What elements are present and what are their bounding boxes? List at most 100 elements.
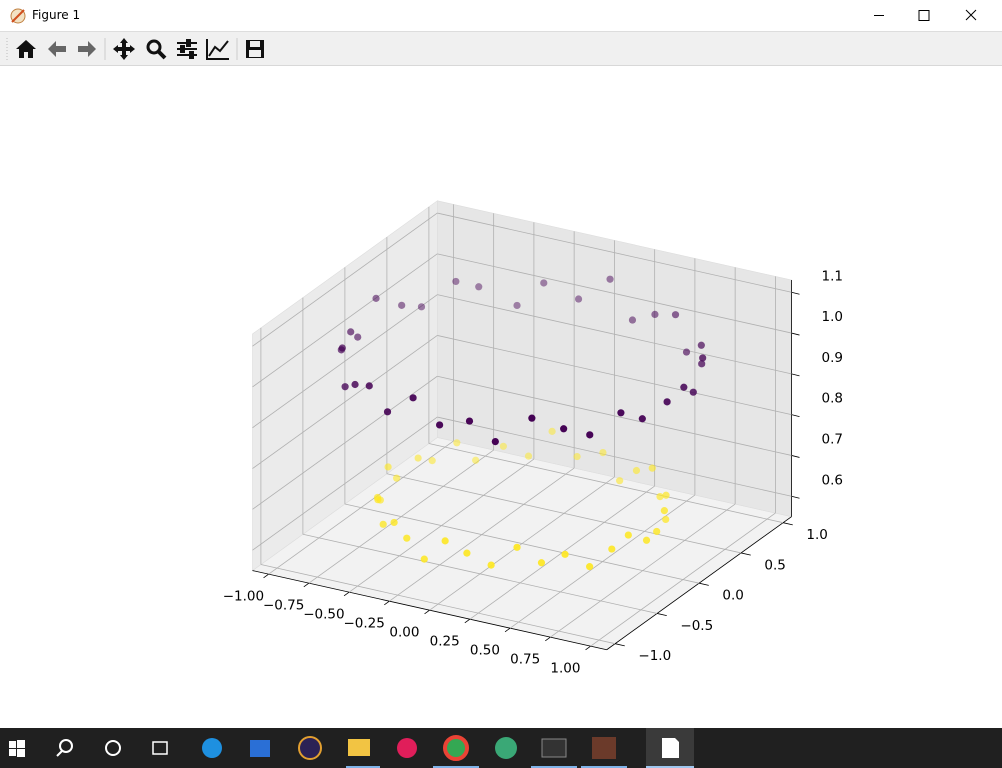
y-tick	[615, 643, 625, 647]
y-tick	[699, 582, 709, 586]
data-point	[365, 382, 373, 390]
data-point	[347, 328, 355, 336]
z-tick	[791, 291, 800, 295]
data-point	[586, 563, 594, 571]
data-point	[390, 518, 398, 527]
start-button[interactable]	[9, 740, 25, 757]
x-tick	[263, 573, 269, 579]
data-point	[608, 545, 616, 553]
z-tick-label: 0.8	[822, 391, 843, 407]
z-tick	[791, 495, 800, 499]
edge-icon[interactable]	[202, 738, 222, 758]
x-tick-label: 1.00	[550, 660, 580, 676]
data-point	[354, 333, 362, 341]
data-point	[624, 531, 632, 539]
y-tick-label: −1.0	[638, 648, 671, 664]
data-point	[463, 549, 471, 557]
data-point	[671, 311, 680, 319]
grid-line	[344, 503, 700, 584]
maximize[interactable]	[918, 10, 930, 21]
data-point	[599, 448, 607, 457]
x-tick	[545, 636, 551, 642]
data-point	[487, 561, 495, 569]
taskbar	[0, 728, 1002, 768]
grid-line	[437, 294, 792, 375]
data-point	[513, 301, 521, 310]
data-point	[499, 442, 507, 450]
back-button[interactable]	[48, 41, 66, 57]
chrome-icon[interactable]	[443, 735, 469, 761]
active-indicator	[646, 766, 694, 768]
grid-line	[437, 253, 792, 334]
forward-button[interactable]	[78, 41, 96, 57]
configure-button[interactable]	[177, 39, 197, 59]
grid-line	[252, 253, 438, 388]
toolbar-icons	[6, 38, 264, 60]
x-tick	[464, 618, 471, 624]
atom-icon[interactable]	[495, 737, 517, 759]
data-point	[465, 417, 474, 425]
toolbar	[0, 32, 1002, 66]
data-point	[398, 301, 406, 309]
figure: −1.00 −0.75 −0.50 −0.25 0.00 0.25 0.50 0.75 1.00…	[0, 66, 1002, 728]
explorer-icon[interactable]	[348, 739, 370, 756]
y-tick-label: 0.5	[764, 557, 785, 573]
data-point	[573, 452, 581, 461]
close[interactable]	[965, 9, 977, 21]
pan-button[interactable]	[113, 38, 135, 60]
active-indicator	[346, 766, 380, 768]
data-point	[689, 388, 697, 396]
data-point	[374, 496, 382, 504]
z-tick-label: 1.1	[822, 268, 843, 284]
data-point	[453, 439, 461, 447]
x-tick-label: −0.50	[303, 606, 344, 622]
window-controls[interactable]	[862, 0, 1002, 31]
zoom-button[interactable]	[146, 39, 167, 60]
data-point	[472, 456, 480, 464]
y-tick	[783, 522, 793, 526]
window-title: Figure 1	[32, 8, 81, 22]
store-icon[interactable]	[250, 740, 270, 757]
axes-button[interactable]	[206, 39, 229, 60]
slack-icon[interactable]	[397, 738, 417, 758]
data-point	[656, 493, 664, 501]
active-indicator	[581, 766, 627, 768]
grid-line	[302, 533, 658, 614]
data-point	[560, 425, 568, 433]
eclipse-icon[interactable]	[298, 736, 322, 760]
data-point	[617, 409, 625, 417]
data-point	[606, 275, 614, 283]
grid-line	[437, 335, 792, 416]
task-view-button[interactable]	[152, 741, 168, 755]
grid-line	[437, 375, 792, 456]
search-button[interactable]	[56, 739, 73, 757]
x-tick-label: 0.25	[430, 633, 460, 649]
x-tick	[424, 609, 430, 615]
data-point	[393, 474, 401, 482]
app-icon[interactable]	[592, 737, 616, 759]
y-tick-label: 0.0	[722, 588, 743, 604]
y-tick	[741, 552, 751, 556]
data-point	[441, 537, 449, 545]
data-point	[632, 466, 641, 475]
terminal-icon[interactable]	[541, 738, 567, 758]
z-tick	[791, 414, 800, 418]
app-icon	[10, 8, 26, 24]
chart: −1.00−0.75−0.50−0.250.000.250.500.751.00…	[223, 200, 843, 676]
data-point	[586, 431, 594, 439]
home-button[interactable]	[16, 40, 36, 58]
save-button[interactable]	[246, 40, 264, 58]
data-point	[651, 310, 659, 319]
data-point	[660, 507, 668, 515]
data-point	[417, 303, 426, 311]
data-point	[561, 550, 569, 558]
data-point	[682, 348, 691, 356]
x-tick-label: −0.75	[263, 597, 304, 613]
z-tick-label: 1.0	[822, 309, 843, 325]
cortana-button[interactable]	[105, 740, 121, 756]
x-tick	[343, 591, 350, 597]
data-point	[697, 341, 705, 349]
data-point	[698, 360, 706, 368]
data-point	[537, 559, 546, 567]
